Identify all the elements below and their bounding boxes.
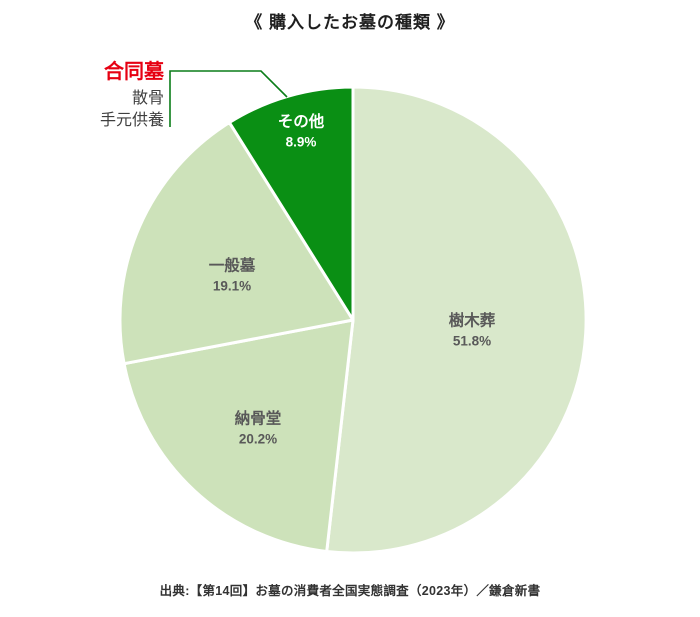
annotation-leader-line bbox=[169, 70, 288, 127]
annotation-item-temotokuyo: 手元供養 bbox=[99, 111, 164, 129]
slice-percent: 19.1% bbox=[212, 278, 252, 294]
slice-label-nokotsudo: 納骨堂 20.2% bbox=[235, 408, 282, 449]
pie-slices-group bbox=[118, 85, 588, 555]
slice-name: 一般墓 bbox=[208, 257, 256, 275]
annotation-item-godobo: 合同墓 bbox=[104, 61, 164, 83]
slice-percent: 20.2% bbox=[238, 431, 278, 447]
annotation-item-sankotsu: 散骨 bbox=[131, 90, 164, 107]
slice-name: 樹木葬 bbox=[448, 312, 496, 330]
pie-slice-jumokuso bbox=[325, 85, 588, 555]
pie-slice-sonota bbox=[227, 85, 355, 322]
slice-percent: 51.8% bbox=[452, 333, 492, 349]
pie-slice-nokotsudo bbox=[122, 318, 355, 553]
slice-name: 納骨堂 bbox=[234, 410, 282, 428]
slice-name: その他 bbox=[277, 113, 325, 131]
slice-percent: 8.9% bbox=[285, 134, 317, 150]
source-note: 出典:【第14回】お墓の消費者全国実態調査（2023年）／鎌倉新書 bbox=[159, 584, 541, 598]
slice-label-jumokuso: 樹木葬 51.8% bbox=[449, 310, 496, 351]
pie-slice-ippanbo bbox=[118, 121, 355, 366]
other-breakdown-annotation: 合同墓 散骨 手元供養 bbox=[84, 60, 164, 131]
chart-title: 《 購入したお墓の種類 》 bbox=[245, 13, 455, 32]
slice-label-ippanbo: 一般墓 19.1% bbox=[209, 255, 256, 296]
slice-label-sonota: その他 8.9% bbox=[278, 111, 325, 152]
